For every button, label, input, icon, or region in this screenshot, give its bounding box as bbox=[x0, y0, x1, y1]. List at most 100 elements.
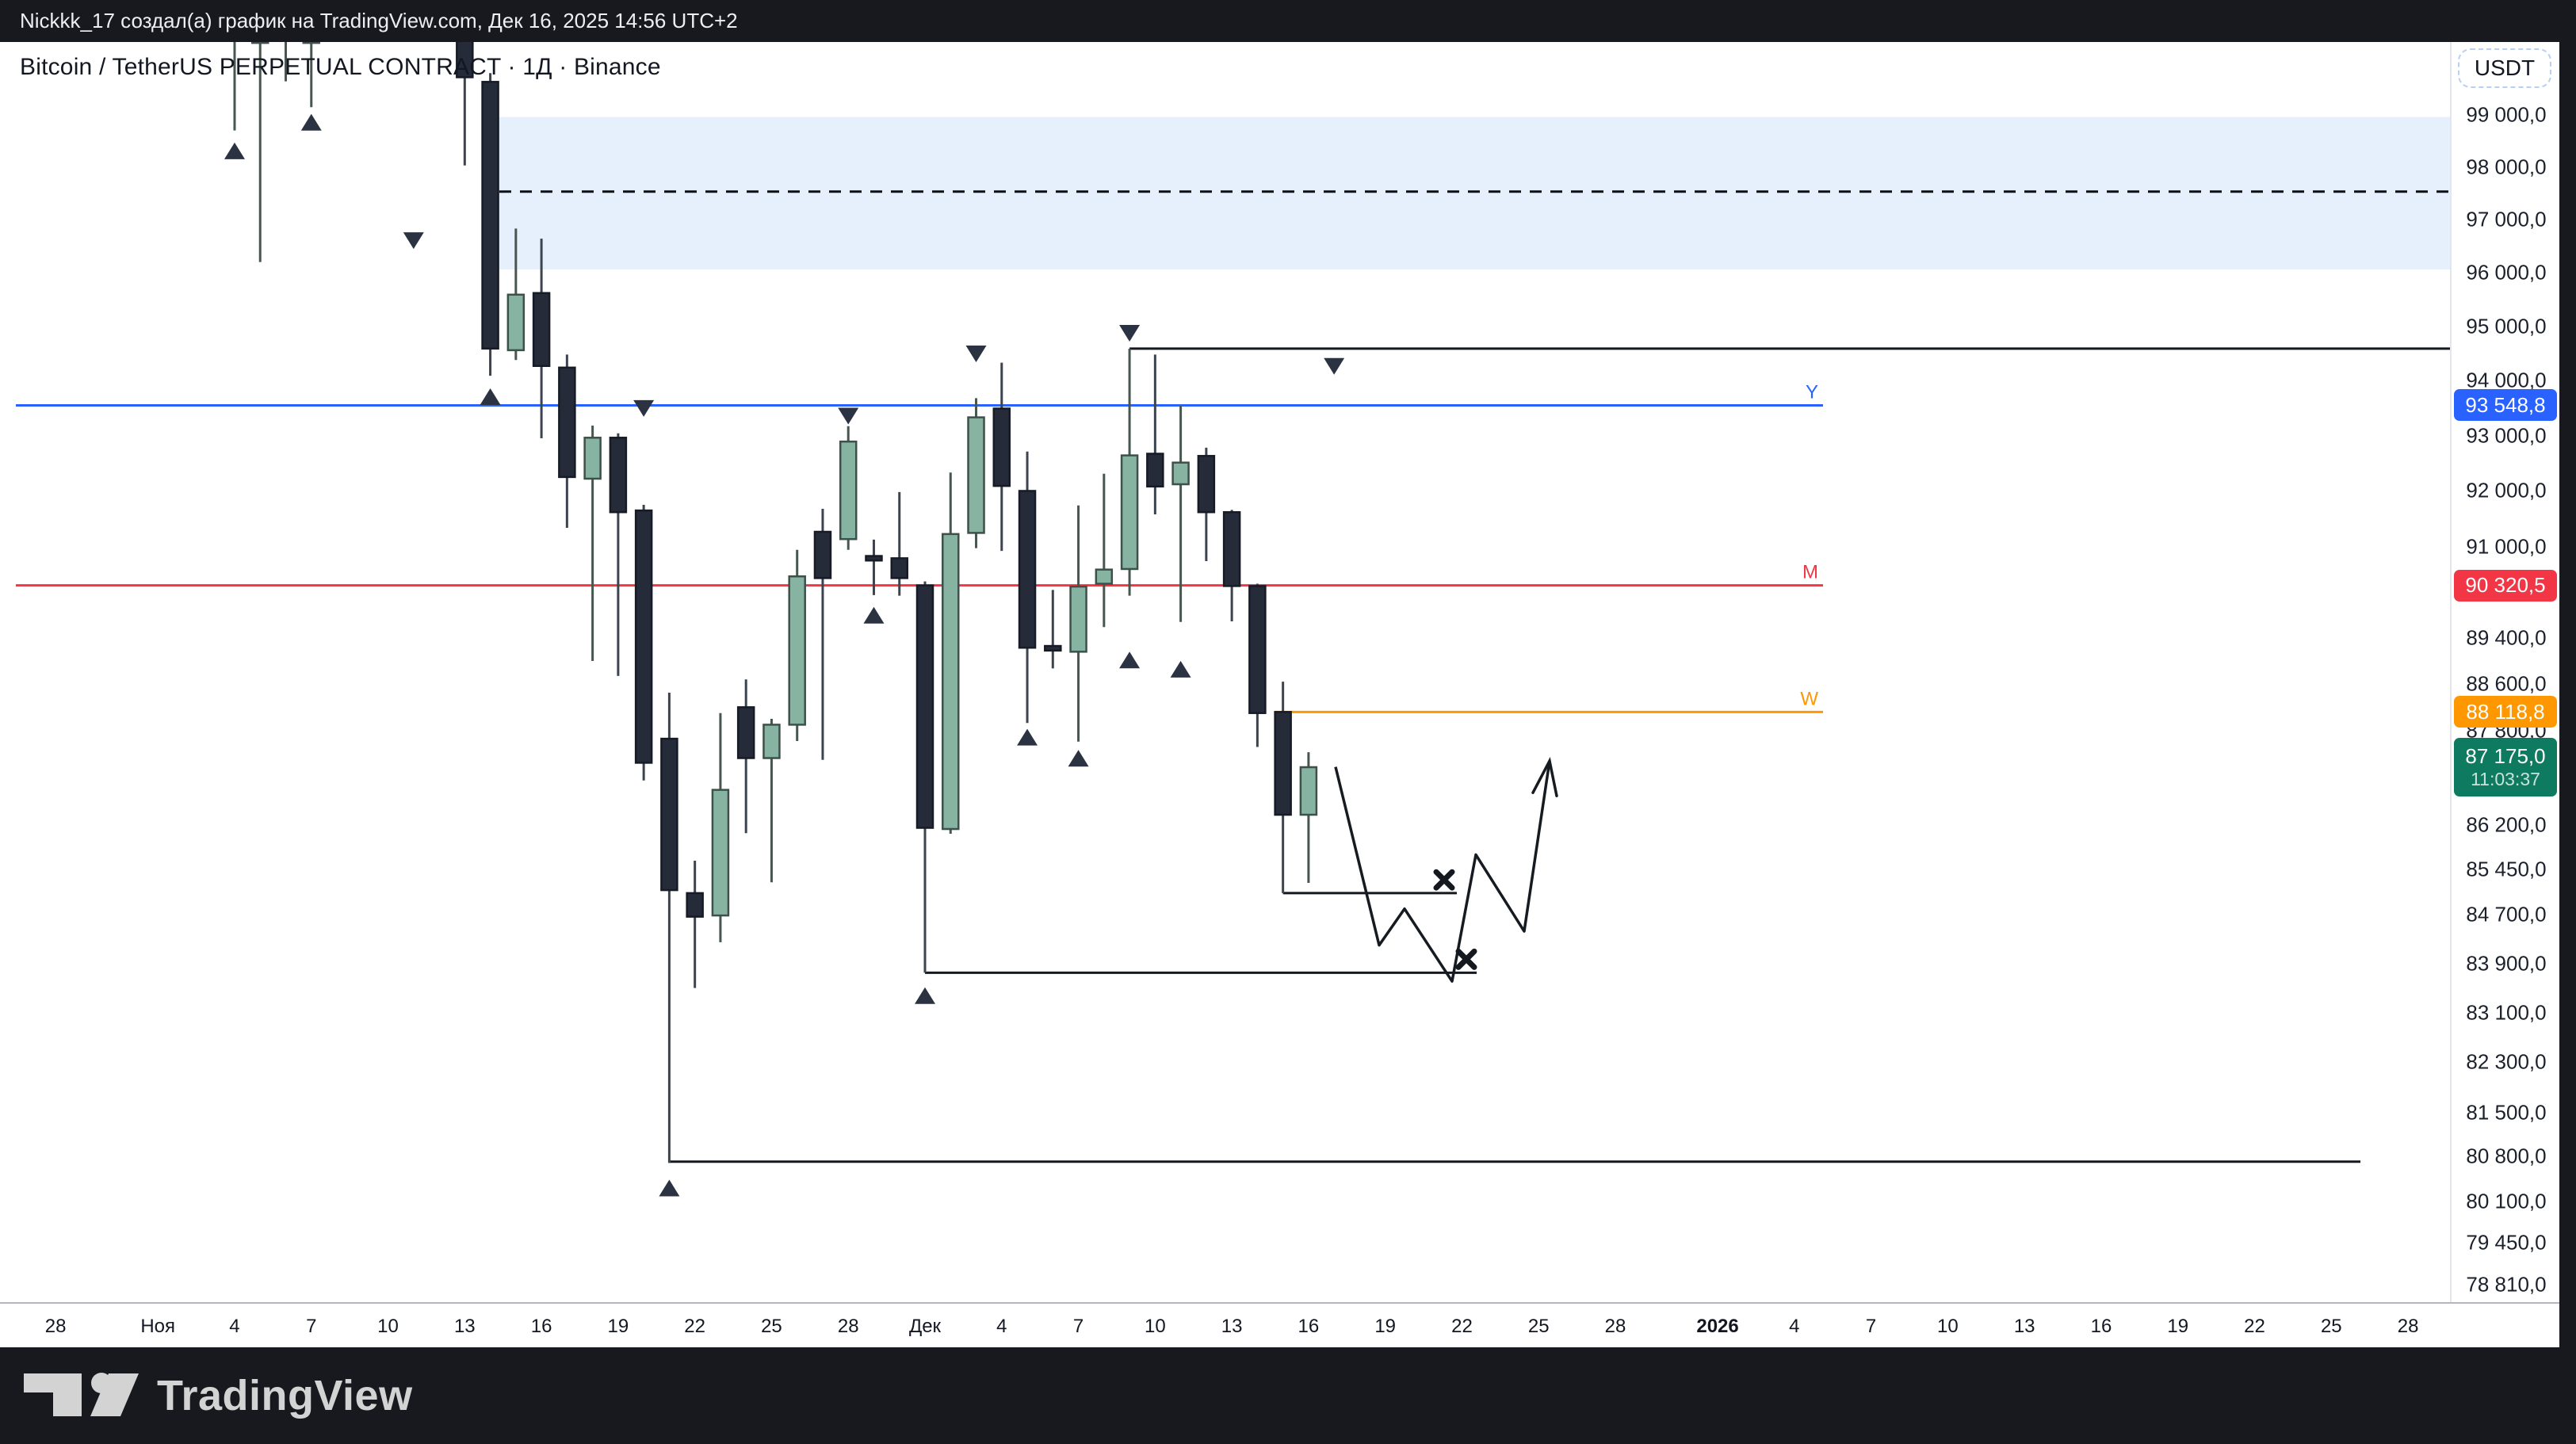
level-price-badge: 93 548,8 bbox=[2454, 389, 2557, 422]
currency-toggle-button[interactable]: USDT bbox=[2458, 48, 2551, 88]
marker-up-triangle bbox=[863, 606, 885, 624]
right-edge-strip bbox=[2559, 0, 2576, 1444]
candle-down bbox=[1197, 455, 1216, 514]
price-tick-label: 97 000,0 bbox=[2466, 207, 2547, 231]
candle-countdown: 11:03:37 bbox=[2471, 768, 2540, 789]
marker-up-triangle bbox=[659, 1179, 680, 1197]
candle-down bbox=[481, 81, 499, 350]
time-tick-label: 4 bbox=[1789, 1315, 1800, 1337]
monthly-open-label: M bbox=[1802, 562, 1818, 583]
price-tick-label: 83 900,0 bbox=[2466, 951, 2547, 976]
candle-up bbox=[839, 440, 858, 541]
x-cross-mark[interactable] bbox=[1455, 948, 1477, 970]
candle-down bbox=[736, 706, 755, 759]
candle-up bbox=[788, 575, 806, 726]
marker-down-triangle bbox=[1119, 325, 1141, 342]
supply-zone-band[interactable] bbox=[499, 117, 2450, 270]
time-tick-label: 28 bbox=[1604, 1315, 1626, 1337]
time-tick-label: 25 bbox=[761, 1315, 782, 1337]
time-tick-label: 16 bbox=[530, 1315, 552, 1337]
price-tick-label: 88 600,0 bbox=[2466, 671, 2547, 696]
projection-arrowhead bbox=[1531, 757, 1558, 797]
time-tick-label: 10 bbox=[1144, 1315, 1166, 1337]
price-tick-label: 92 000,0 bbox=[2466, 478, 2547, 502]
candle-up bbox=[1299, 766, 1318, 816]
candle-up bbox=[1171, 461, 1190, 486]
candle-down bbox=[1274, 711, 1292, 816]
candle-down bbox=[1248, 585, 1267, 714]
time-tick-label: 25 bbox=[2320, 1315, 2342, 1337]
candle-down bbox=[915, 584, 934, 829]
time-tick-label: 7 bbox=[1072, 1315, 1084, 1337]
candle-up bbox=[762, 724, 781, 759]
tradingview-logo[interactable]: TradingView bbox=[24, 1371, 413, 1420]
price-tick-label: 94 000,0 bbox=[2466, 368, 2547, 392]
candle-up bbox=[1095, 568, 1114, 585]
candle-down bbox=[532, 292, 551, 368]
marker-down-triangle bbox=[633, 399, 655, 417]
candle-down bbox=[1044, 644, 1062, 652]
weekly-open-label: W bbox=[1800, 688, 1818, 709]
candle-up bbox=[711, 789, 730, 917]
price-tick-label: 82 300,0 bbox=[2466, 1049, 2547, 1074]
candle-down bbox=[1222, 510, 1241, 587]
time-tick-label: 19 bbox=[607, 1315, 629, 1337]
candle-down bbox=[865, 555, 883, 562]
candle-down bbox=[609, 437, 628, 514]
price-tick-label: 85 450,0 bbox=[2466, 857, 2547, 881]
time-tick-label: 16 bbox=[2090, 1315, 2112, 1337]
time-tick-label: 22 bbox=[684, 1315, 706, 1337]
marker-up-triangle bbox=[224, 142, 245, 159]
level-price-badge: 88 118,8 bbox=[2454, 696, 2557, 728]
time-tick-label: 25 bbox=[1527, 1315, 1550, 1337]
candle-up bbox=[942, 533, 960, 831]
time-tick-label: 28 bbox=[837, 1315, 859, 1337]
candle-up bbox=[1069, 585, 1087, 653]
tradingview-logo-icon bbox=[24, 1373, 139, 1416]
time-tick-label: 13 bbox=[1221, 1315, 1243, 1337]
tradingview-logo-text: TradingView bbox=[157, 1372, 413, 1419]
price-tick-label: 99 000,0 bbox=[2466, 102, 2547, 127]
price-tick-label: 80 800,0 bbox=[2466, 1144, 2547, 1168]
price-tick-label: 81 500,0 bbox=[2466, 1100, 2547, 1125]
price-tick-label: 95 000,0 bbox=[2466, 314, 2547, 338]
time-tick-label: 7 bbox=[306, 1315, 317, 1337]
price-tick-label: 80 100,0 bbox=[2466, 1189, 2547, 1213]
time-tick-label: 22 bbox=[2244, 1315, 2265, 1337]
x-cross-mark[interactable] bbox=[1433, 869, 1455, 891]
candle-up bbox=[302, 42, 321, 44]
price-tick-label: 78 810,0 bbox=[2466, 1272, 2547, 1297]
time-tick-label: 19 bbox=[2167, 1315, 2189, 1337]
candle-down bbox=[686, 892, 704, 918]
symbol-title[interactable]: Bitcoin / TetherUS PERPETUAL CONTRACT · … bbox=[20, 54, 661, 80]
time-tick-label: 28 bbox=[2397, 1315, 2419, 1337]
candle-up bbox=[967, 416, 985, 534]
time-tick-label: 7 bbox=[1865, 1315, 1877, 1337]
level-price-badge: 90 320,5 bbox=[2454, 569, 2557, 602]
price-tick-label: 86 200,0 bbox=[2466, 812, 2547, 837]
marker-up-triangle bbox=[1170, 660, 1191, 678]
marker-up-triangle bbox=[1119, 651, 1141, 669]
projection-zigzag[interactable] bbox=[1334, 760, 1551, 983]
price-tick-label: 83 100,0 bbox=[2466, 1000, 2547, 1025]
time-tick-label: 13 bbox=[453, 1315, 476, 1337]
time-tick-label: 22 bbox=[1451, 1315, 1473, 1337]
time-axis[interactable]: 28 Ноя 4 7 10 13 16 19 22 25 28 Дек 4 7 10 13 16 19 22 25 28… bbox=[0, 1302, 2559, 1349]
time-tick-label: 2026 bbox=[1696, 1315, 1739, 1337]
candle-down bbox=[660, 737, 678, 892]
yearly-open-label: Y bbox=[1806, 381, 1818, 403]
attribution-bar: Nickkk_17 создал(а) график на TradingVie… bbox=[0, 0, 2576, 42]
marker-down-triangle bbox=[838, 407, 859, 425]
time-tick-label: 28 bbox=[44, 1315, 67, 1337]
time-tick-label: 4 bbox=[996, 1315, 1007, 1337]
time-tick-label: 4 bbox=[229, 1315, 240, 1337]
candle-down bbox=[813, 530, 832, 579]
candle-up bbox=[583, 437, 602, 480]
time-tick-label: 16 bbox=[1298, 1315, 1320, 1337]
time-tick-label: 13 bbox=[2013, 1315, 2035, 1337]
candle-up bbox=[250, 42, 269, 44]
candle-down bbox=[992, 407, 1011, 487]
price-tick-label: 91 000,0 bbox=[2466, 534, 2547, 559]
price-axis[interactable]: USDT 99 000,0 98 000,0 97 000,0 96 000,0 95 … bbox=[2450, 42, 2561, 1302]
